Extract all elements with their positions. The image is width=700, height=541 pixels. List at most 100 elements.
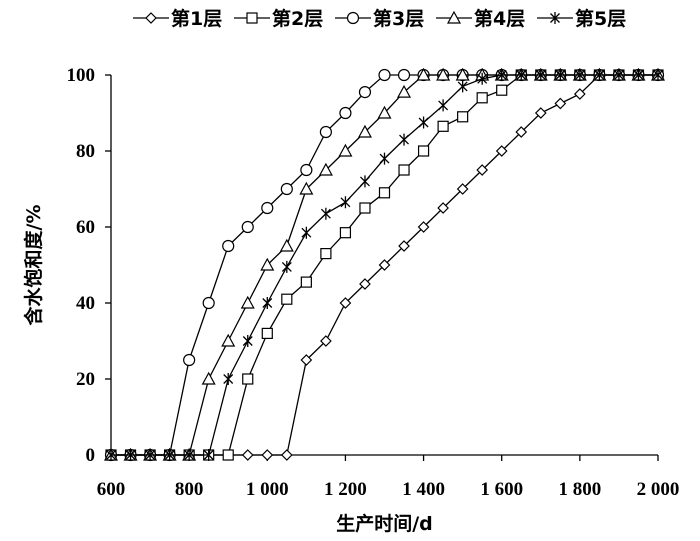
series-5-point bbox=[477, 72, 488, 85]
series-4-point bbox=[318, 162, 333, 176]
series-2-point bbox=[222, 449, 234, 461]
series-5-point bbox=[203, 449, 214, 461]
series-2-point bbox=[378, 187, 391, 199]
series-4-point bbox=[260, 257, 275, 271]
legend-item-3: 第3层 bbox=[335, 7, 424, 30]
series-1-point bbox=[359, 278, 371, 290]
series-2-point bbox=[242, 373, 254, 385]
legend-item-4: 第4层 bbox=[436, 7, 525, 30]
series-5-point bbox=[340, 196, 351, 209]
series-3-point bbox=[202, 296, 215, 310]
y-axis-title: 含水饱和度/% bbox=[22, 205, 45, 326]
series-2-point bbox=[320, 248, 332, 260]
series-1-point bbox=[261, 449, 274, 461]
series-1 bbox=[105, 69, 664, 461]
x-axis-title: 生产时间/d bbox=[336, 512, 433, 535]
series-5-point bbox=[496, 69, 507, 81]
series-4-point bbox=[299, 181, 314, 195]
legend-item-5: 第5层 bbox=[537, 7, 626, 30]
series-2-point bbox=[359, 202, 371, 214]
series-2-point bbox=[496, 84, 508, 96]
series-4-point bbox=[377, 105, 392, 119]
series-4-point bbox=[279, 238, 294, 252]
series-5-point bbox=[145, 449, 156, 461]
series-3-point bbox=[300, 163, 313, 177]
series-2-point bbox=[300, 276, 312, 288]
x-tick-label: 2 000 bbox=[637, 479, 680, 500]
series-1-point bbox=[241, 449, 254, 461]
series-3-point bbox=[378, 68, 391, 82]
legend-label: 第3层 bbox=[373, 7, 424, 30]
series-5-point bbox=[125, 449, 136, 461]
series-5-point bbox=[574, 69, 585, 81]
series-5-point bbox=[223, 373, 234, 385]
legend-item-1: 第1层 bbox=[133, 7, 222, 30]
series-3-point bbox=[280, 182, 293, 196]
series-1-point bbox=[417, 221, 430, 233]
series-4-point bbox=[240, 295, 255, 309]
series-3-point bbox=[222, 239, 235, 253]
x-tick-label: 1 400 bbox=[402, 479, 445, 500]
series-1-point bbox=[554, 97, 567, 110]
legend-label: 第1层 bbox=[171, 7, 222, 30]
series-1-point bbox=[534, 107, 547, 119]
series-5-point bbox=[633, 69, 644, 81]
series-5-point bbox=[653, 69, 663, 81]
x-tick-label: 1 000 bbox=[246, 479, 289, 500]
series-1-point bbox=[378, 259, 391, 271]
y-tick-label: 80 bbox=[76, 141, 95, 162]
series-2-point bbox=[437, 120, 449, 132]
series-5-point bbox=[301, 226, 312, 239]
series-2-point bbox=[457, 111, 469, 123]
series-5-point bbox=[399, 133, 409, 146]
x-tick-label: 1 600 bbox=[480, 479, 523, 500]
series-5-point bbox=[320, 207, 331, 220]
x-tick-label: 1 800 bbox=[558, 479, 601, 500]
series-5-point bbox=[106, 449, 116, 461]
series-3-point bbox=[358, 85, 372, 99]
y-tick-label: 20 bbox=[76, 369, 95, 390]
series-5-point bbox=[360, 175, 370, 188]
series-5-point bbox=[457, 80, 468, 93]
series-4-point bbox=[338, 143, 353, 157]
series-5-point bbox=[594, 69, 605, 81]
legend-label: 第4层 bbox=[474, 7, 525, 30]
series-5-point bbox=[379, 152, 390, 165]
y-tick-label: 0 bbox=[86, 445, 96, 466]
series-4-point bbox=[436, 67, 451, 81]
series-5-point bbox=[262, 297, 273, 309]
y-tick-label: 40 bbox=[76, 293, 95, 314]
series-1-point bbox=[398, 240, 410, 252]
series-4-point bbox=[357, 124, 372, 138]
series-1-point bbox=[300, 354, 313, 366]
series-4-point bbox=[455, 67, 470, 81]
series-2-point bbox=[398, 164, 410, 176]
y-tick-label: 60 bbox=[76, 217, 95, 238]
x-tick-label: 600 bbox=[97, 479, 126, 500]
series-3-point bbox=[183, 353, 196, 367]
series-4-point bbox=[221, 333, 236, 347]
series-5-point bbox=[535, 69, 546, 81]
y-ticks: 0 20 40 60 80 100 bbox=[67, 65, 111, 466]
series-group bbox=[103, 67, 666, 462]
legend-marker bbox=[550, 12, 560, 24]
legend-label: 第5层 bbox=[575, 7, 626, 30]
series-2-point bbox=[261, 327, 273, 339]
legend-marker bbox=[145, 12, 157, 24]
series-1-point bbox=[476, 164, 489, 176]
x-tick-label: 800 bbox=[175, 479, 204, 500]
x-tick-label: 1 200 bbox=[324, 479, 367, 500]
series-4-point bbox=[397, 84, 412, 98]
series-1-point bbox=[495, 145, 508, 157]
legend-marker bbox=[446, 10, 462, 24]
legend-marker bbox=[246, 12, 258, 24]
series-3-point bbox=[319, 125, 332, 139]
series-1-point bbox=[339, 297, 352, 309]
series-2-point bbox=[417, 145, 430, 157]
series-5-point bbox=[281, 260, 292, 273]
legend-item-2: 第2层 bbox=[234, 7, 323, 30]
series-5-point bbox=[438, 99, 449, 112]
series-3-point bbox=[339, 106, 352, 120]
series-2-point bbox=[339, 227, 352, 239]
